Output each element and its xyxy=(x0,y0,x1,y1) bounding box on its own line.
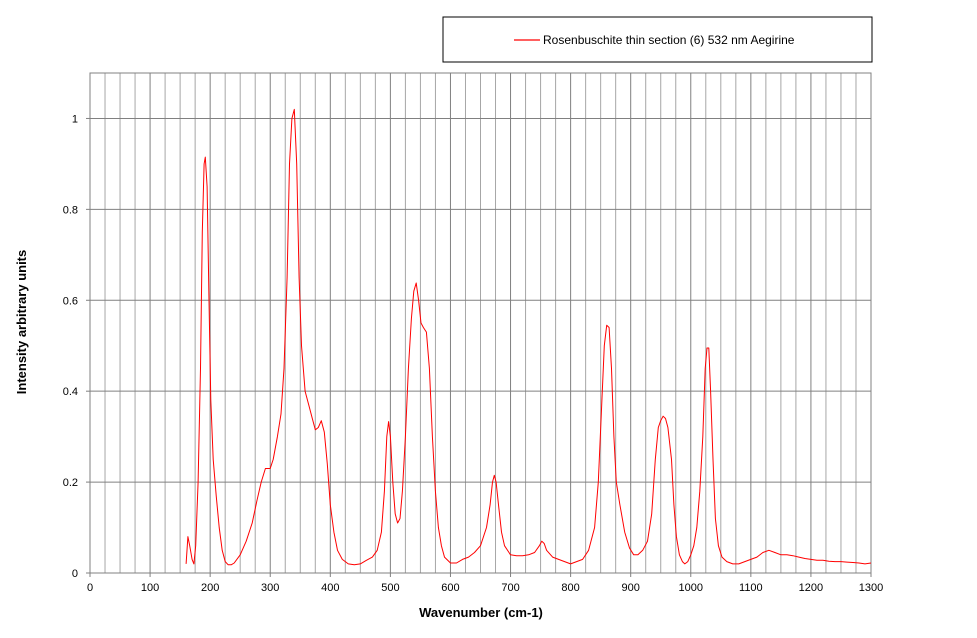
x-tick-label: 0 xyxy=(87,582,93,594)
y-tick-label: 0.4 xyxy=(63,386,78,398)
x-tick-label: 100 xyxy=(141,582,159,594)
series-line-aegirine xyxy=(185,108,872,566)
legend-label: Rosenbuschite thin section (6) 532 nm Ae… xyxy=(543,33,795,47)
x-tick-label: 300 xyxy=(261,582,279,594)
major-grid xyxy=(90,73,871,573)
x-axis-title: Wavenumber (cm-1) xyxy=(419,605,543,620)
x-tick-label: 1300 xyxy=(859,582,883,594)
x-tick-label: 1000 xyxy=(679,582,703,594)
y-tick-label: 1 xyxy=(72,113,78,125)
y-axis-title: Intensity arbitrary units xyxy=(14,250,29,394)
x-tick-label: 700 xyxy=(501,582,519,594)
x-tick-label: 200 xyxy=(201,582,219,594)
x-tick-label: 800 xyxy=(561,582,579,594)
x-tick-label: 500 xyxy=(381,582,399,594)
x-tick-label: 400 xyxy=(321,582,339,594)
y-tick-label: 0.6 xyxy=(63,295,78,307)
y-tick-label: 0 xyxy=(72,568,78,580)
y-axis: 0 0.2 0.4 0.6 0.8 1 xyxy=(63,113,90,580)
y-tick-label: 0.2 xyxy=(63,477,78,489)
series-layer xyxy=(185,108,872,566)
x-tick-label: 900 xyxy=(622,582,640,594)
x-tick-label: 1200 xyxy=(799,582,823,594)
x-tick-label: 600 xyxy=(441,582,459,594)
y-tick-label: 0.8 xyxy=(63,204,78,216)
plot-frame xyxy=(89,72,872,574)
x-axis: 0 100 200 300 400 500 600 700 800 900 1000 1100 1200… xyxy=(87,573,883,594)
x-tick-label: 1100 xyxy=(739,582,763,594)
legend: Rosenbuschite thin section (6) 532 nm Ae… xyxy=(442,16,873,63)
